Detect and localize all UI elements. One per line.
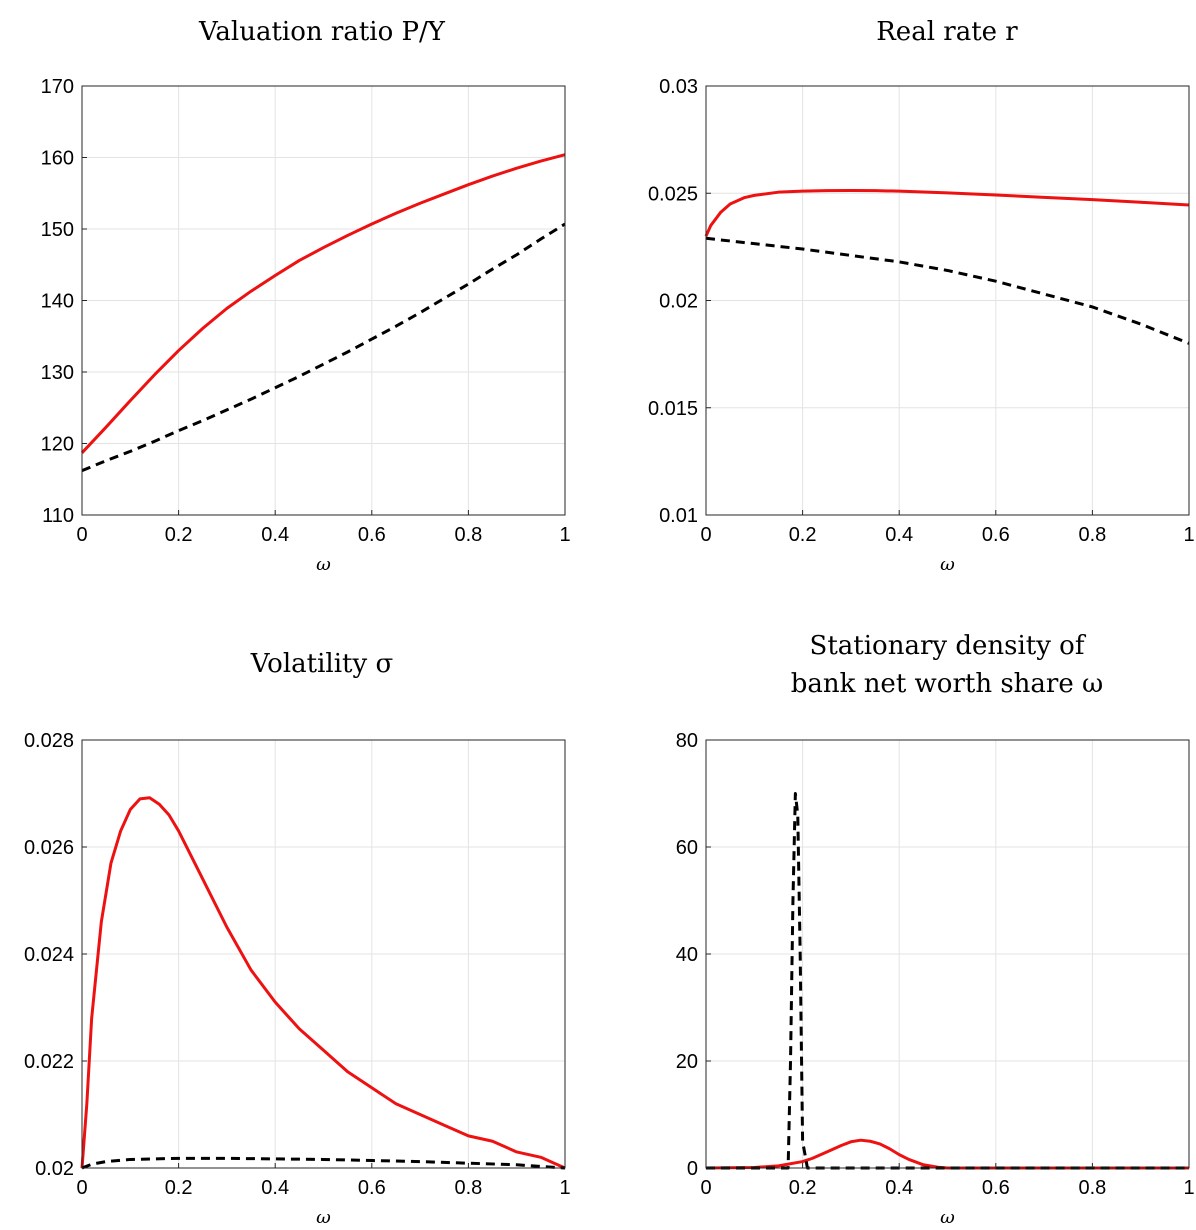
x-tick-label: 0.4 — [885, 524, 913, 546]
x-tick-label: 0.2 — [789, 524, 817, 546]
series-line-solid — [80, 796, 566, 1170]
y-tick-label: 0.022 — [24, 1051, 74, 1073]
panel-valuation-ratio: Valuation ratio P/Y 0 0.2 0.4 0.6 0.8 1 110 120… — [41, 17, 571, 575]
plot-area: 0 0.2 0.4 0.6 0.8 1 0 20 40 60 80 ω — [676, 730, 1195, 1228]
x-tick-label: 0.8 — [454, 1177, 482, 1199]
panel-title: Volatility σ — [250, 649, 393, 679]
x-tick-label: 0 — [700, 524, 711, 546]
series-line-dashed — [706, 792, 1189, 1170]
x-tick-label: 1 — [1183, 1177, 1194, 1199]
panel-volatility: Volatility σ 0 0.2 0.4 0.6 0.8 1 0.02 0.022 0.02… — [24, 649, 571, 1228]
x-axis-label: ω — [940, 554, 955, 575]
y-tick-label: 0.024 — [24, 944, 74, 966]
y-tick-label: 130 — [41, 362, 74, 384]
series-line-dashed — [705, 236, 1190, 345]
y-tick-label: 0.01 — [659, 505, 698, 527]
x-tick-label: 0.8 — [1078, 1177, 1106, 1199]
x-tick-label: 0.4 — [261, 1177, 289, 1199]
plot-area: 0 0.2 0.4 0.6 0.8 1 0.01 0.015 0.02 0.025 0.03 ω — [648, 76, 1195, 575]
panel-title: Real rate r — [876, 17, 1018, 47]
x-tick-label: 0 — [76, 1177, 87, 1199]
panel-title-line-2: bank net worth share ω — [791, 669, 1103, 699]
y-tick-label: 0.026 — [24, 837, 74, 859]
x-tick-label: 0.6 — [982, 1177, 1010, 1199]
panel-title: bank net worth share ω — [791, 669, 1103, 699]
x-tick-label: 0.8 — [454, 524, 482, 546]
y-tick-label: 0.02 — [659, 291, 698, 313]
panel-title-text: Valuation ratio P/Y — [198, 17, 446, 47]
y-tick-label: 0.02 — [35, 1158, 74, 1180]
y-tick-label: 60 — [676, 837, 698, 859]
series-line-solid — [80, 153, 566, 454]
series-line-solid — [704, 188, 1190, 237]
y-tick-label: 170 — [41, 76, 74, 98]
y-tick-label: 0.025 — [648, 183, 698, 205]
y-tick-label: 150 — [41, 219, 74, 241]
series-line-dashed — [81, 222, 566, 473]
y-tick-label: 0.028 — [24, 730, 74, 752]
series-line-dashed — [81, 1156, 566, 1170]
y-tick-label: 120 — [41, 434, 74, 456]
x-tick-label: 1 — [559, 524, 570, 546]
x-axis-label: ω — [316, 1207, 331, 1228]
x-tick-label: 0.4 — [885, 1177, 913, 1199]
x-tick-label: 0.4 — [261, 524, 289, 546]
panel-title-text: Volatility σ — [250, 649, 393, 679]
x-tick-label: 0.8 — [1078, 524, 1106, 546]
y-tick-label: 0.03 — [659, 76, 698, 98]
panel-title: Valuation ratio P/Y — [198, 17, 446, 47]
series-line-solid — [705, 1138, 1189, 1170]
panel-title-text: Real rate r — [876, 17, 1018, 47]
x-tick-label: 0.6 — [358, 524, 386, 546]
x-tick-label: 0.6 — [358, 1177, 386, 1199]
panel-stationary-density: Stationary density of bank net worth sha… — [676, 631, 1195, 1228]
x-tick-label: 0 — [700, 1177, 711, 1199]
x-tick-label: 0.6 — [982, 524, 1010, 546]
x-tick-label: 1 — [1183, 524, 1194, 546]
panel-title-line-1: Stationary density of — [810, 631, 1087, 661]
plot-area: 0 0.2 0.4 0.6 0.8 1 110 120 130 140 150 160 170 ω — [41, 76, 571, 575]
x-tick-label: 1 — [559, 1177, 570, 1199]
x-tick-label: 0.2 — [165, 524, 193, 546]
y-tick-label: 0.015 — [648, 398, 698, 420]
y-tick-label: 160 — [41, 148, 74, 170]
y-tick-label: 110 — [42, 505, 74, 527]
y-tick-label: 140 — [41, 291, 74, 313]
x-axis-label: ω — [316, 554, 331, 575]
x-axis-label: ω — [940, 1207, 955, 1228]
panel-title: Stationary density of — [810, 631, 1087, 661]
x-tick-label: 0.2 — [789, 1177, 817, 1199]
plot-area: 0 0.2 0.4 0.6 0.8 1 0.02 0.022 0.024 0.026 0.028 ω — [24, 730, 571, 1228]
y-tick-label: 20 — [676, 1051, 698, 1073]
panel-real-rate: Real rate r 0 0.2 0.4 0.6 0.8 10.010.0150.020… — [648, 17, 1195, 575]
y-tick-label: 40 — [676, 944, 698, 966]
x-tick-label: 0.2 — [165, 1177, 193, 1199]
y-tick-label: 80 — [676, 730, 698, 752]
x-tick-label: 0 — [76, 524, 87, 546]
y-tick-label: 0 — [687, 1158, 698, 1180]
